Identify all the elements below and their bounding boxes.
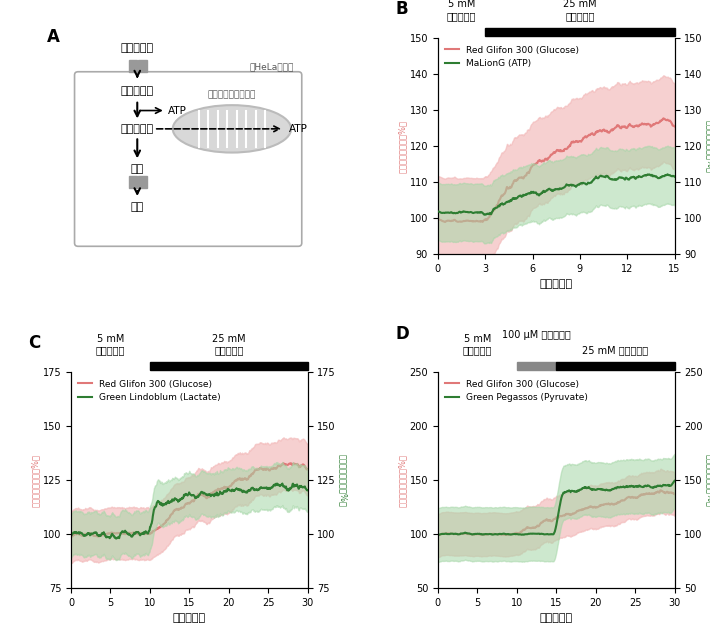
Ellipse shape <box>173 105 291 153</box>
Text: 25 mM
グルコース: 25 mM グルコース <box>563 0 596 21</box>
Text: 100 μM ピルビン酸: 100 μM ピルビン酸 <box>502 330 571 340</box>
Bar <box>150 362 307 370</box>
Text: グルコース: グルコース <box>121 43 154 53</box>
Bar <box>438 27 485 36</box>
Text: D: D <box>395 325 409 343</box>
Bar <box>556 362 674 370</box>
Text: 5 mM
グルコース: 5 mM グルコース <box>96 334 125 355</box>
FancyBboxPatch shape <box>75 72 302 246</box>
Y-axis label: 蟍光輝度変化率（%）: 蟍光輝度変化率（%） <box>705 454 710 507</box>
Text: 乳酸: 乳酸 <box>131 164 144 174</box>
Legend: Red Glifon 300 (Glucose), MaLionG (ATP): Red Glifon 300 (Glucose), MaLionG (ATP) <box>442 43 581 71</box>
Text: 5 mM
グルコース: 5 mM グルコース <box>447 0 476 21</box>
Y-axis label: 蟍光輝度変化率（%）: 蟍光輝度変化率（%） <box>705 119 710 173</box>
Text: C: C <box>28 334 40 351</box>
Text: ATP: ATP <box>289 124 307 134</box>
X-axis label: 時間（分）: 時間（分） <box>540 279 573 289</box>
Y-axis label: 蟍光輝度変化率（%）: 蟍光輝度変化率（%） <box>338 454 347 507</box>
Y-axis label: 蟍光輝度変化率（%）: 蟍光輝度変化率（%） <box>398 454 407 507</box>
Text: （HeLa細胞）: （HeLa細胞） <box>249 62 293 71</box>
Y-axis label: 蟍光輝度変化率（%）: 蟍光輝度変化率（%） <box>31 454 40 507</box>
Legend: Red Glifon 300 (Glucose), Green Pegassos (Pyruvate): Red Glifon 300 (Glucose), Green Pegassos… <box>442 377 591 405</box>
Bar <box>485 27 674 36</box>
Bar <box>129 176 137 188</box>
Text: （ミトコンドリア）: （ミトコンドリア） <box>208 91 256 100</box>
Bar <box>138 60 147 72</box>
Bar <box>129 60 137 72</box>
Text: グルコース: グルコース <box>121 86 154 96</box>
Text: B: B <box>395 0 408 17</box>
Legend: Red Glifon 300 (Glucose), Green Lindoblum (Lactate): Red Glifon 300 (Glucose), Green Lindoblu… <box>75 377 224 405</box>
Bar <box>71 362 150 370</box>
Text: 5 mM
グルコース: 5 mM グルコース <box>463 334 492 355</box>
Bar <box>438 362 517 370</box>
Text: 25 mM
グルコース: 25 mM グルコース <box>212 334 246 355</box>
Text: 25 mM グルコース: 25 mM グルコース <box>582 345 648 355</box>
Bar <box>138 176 147 188</box>
Bar <box>517 362 556 370</box>
Text: ATP: ATP <box>168 105 187 116</box>
X-axis label: 時間（分）: 時間（分） <box>173 613 206 623</box>
Text: 乳酸: 乳酸 <box>131 203 144 213</box>
Y-axis label: 蟍光輝度変化率（%）: 蟍光輝度変化率（%） <box>398 119 407 173</box>
Text: ピルビン酸: ピルビン酸 <box>121 124 154 134</box>
Text: A: A <box>48 27 60 45</box>
X-axis label: 時間（分）: 時間（分） <box>540 613 573 623</box>
